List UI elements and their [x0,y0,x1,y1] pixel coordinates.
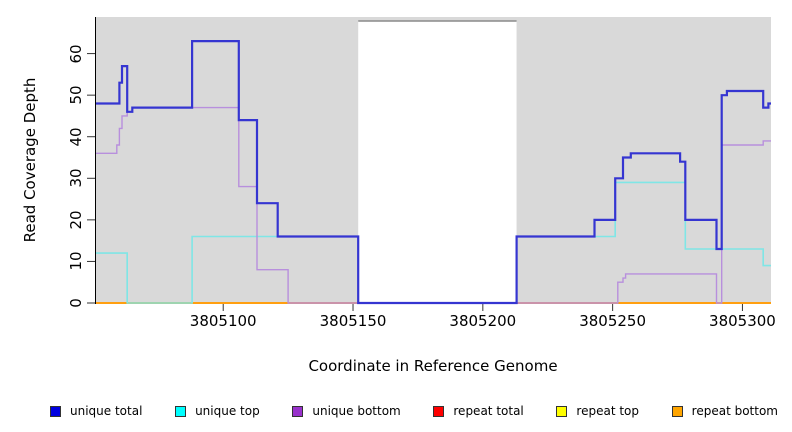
masked-region [358,21,517,302]
legend: unique total unique top unique bottom repea… [0,401,792,421]
legend-item: repeat bottom [671,404,778,418]
x-tick-label: 3805100 [189,312,257,330]
legend-label: repeat bottom [691,404,778,418]
legend-label: repeat total [453,404,524,418]
series-unique-total [96,40,771,305]
series-unique-bottom [96,106,771,304]
legend-swatch-icon [175,405,187,417]
legend-item: repeat total [433,404,524,418]
x-tick-label: 3805300 [709,312,776,330]
legend-item: unique bottom [292,404,401,418]
x-tick-label: 3805200 [449,312,517,330]
y-tick-label: 30 [67,168,85,188]
y-tick-label: 60 [67,44,85,64]
legend-swatch-icon [671,405,683,417]
legend-label: repeat top [576,404,640,418]
legend-label: unique top [195,404,260,418]
y-tick-label: 40 [67,127,85,147]
y-axis-title: Read Coverage Depth [21,77,39,243]
legend-item: unique total [50,404,142,418]
legend-item: unique top [175,404,260,418]
y-tick-label: 10 [67,251,85,271]
y-tick-label: 20 [67,210,85,230]
legend-item: repeat top [556,404,639,418]
legend-swatch-icon [50,405,61,417]
legend-swatch-icon [556,405,568,417]
x-axis-title: Coordinate in Reference Genome [308,357,558,375]
y-tick-label: 0 [67,298,85,308]
x-tick-label: 3805150 [319,312,387,330]
legend-label: unique total [70,404,143,418]
legend-swatch-icon [433,405,445,417]
y-tick-label: 50 [67,85,85,105]
legend-label: unique bottom [312,404,401,418]
x-tick-label: 3805250 [579,312,647,330]
legend-swatch-icon [292,405,304,417]
